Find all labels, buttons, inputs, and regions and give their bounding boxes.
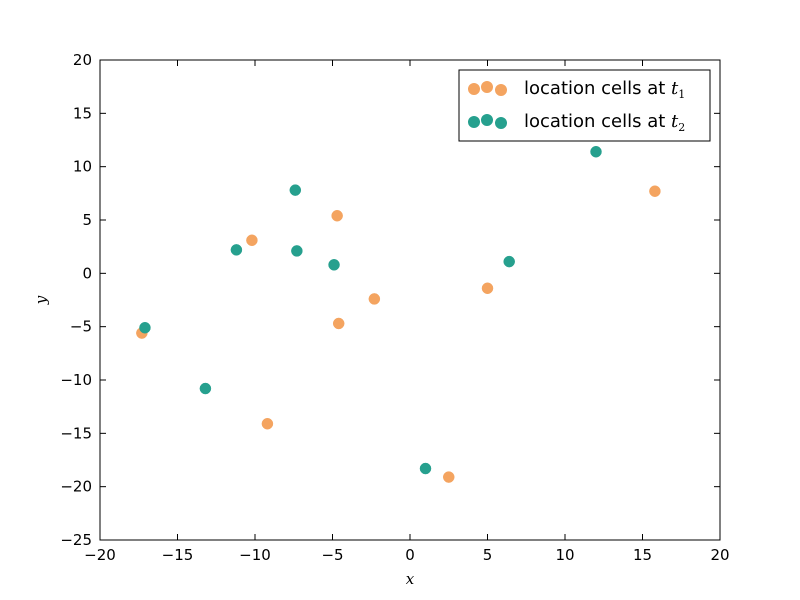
legend-marker-series-1 [468,83,480,95]
y-tick-label: −20 [60,478,92,496]
legend-entry-2-text: location cells at [524,111,671,132]
legend-marker-series-1 [495,84,507,96]
x-tick-label: 15 [633,546,652,564]
x-tick-label: 5 [483,546,493,564]
series-2-point [289,184,302,196]
y-axis-label: y [32,295,50,305]
series-2-point [328,259,340,271]
series-2-point [230,244,243,256]
y-tick-label: 10 [73,158,92,176]
x-tick-label: 10 [555,546,574,564]
series-1-point [246,234,258,247]
x-tick-label: 20 [710,546,729,564]
legend-box [458,69,711,142]
y-tick-label: 15 [73,104,92,122]
x-tick-labels: −20 −15 −10 −5 0 5 10 15 20 [84,546,729,564]
legend: location cells at t1 location cells at t… [458,69,711,142]
legend-marker-series-1 [481,81,493,93]
legend-marker-series-2 [481,114,493,126]
legend-entry-2: location cells at t2 [524,111,685,134]
series-2-point [590,145,602,158]
x-tick-label: 0 [405,546,415,564]
y-tick-label: 5 [82,211,92,229]
series-1-point [481,282,494,295]
legend-markers [468,81,507,129]
legend-entry-1: location cells at t1 [524,78,685,101]
y-tick-label: 20 [73,51,92,69]
legend-marker-series-2 [468,116,480,128]
y-tick-label: −25 [60,531,92,549]
series-2-point [419,462,432,475]
series-1-point [649,185,661,197]
legend-entry-1-symbol: t [671,78,679,99]
y-tick-label: −15 [60,424,92,442]
series-1-point [368,293,381,305]
legend-entry-2-subscript: 2 [678,121,685,134]
legend-entry-1-text: location cells at [524,78,671,99]
series-2-point [139,321,151,334]
legend-entry-2-symbol: t [671,111,679,132]
legend-entry-1-subscript: 1 [678,88,685,101]
y-tick-label: −5 [70,318,92,336]
series-1-point [261,417,274,430]
x-tick-label: −20 [84,546,116,564]
series-2-point [291,245,303,257]
legend-marker-series-2 [495,117,507,129]
x-tick-label: −5 [321,546,343,564]
series-1-point [331,209,343,222]
y-tick-label: −10 [60,371,92,389]
series-1-point [332,317,345,330]
y-tick-labels: −25 −20 −15 −10 −5 0 5 10 15 20 [60,51,92,549]
plot-frame [99,59,721,541]
y-tick-label: 0 [82,264,92,282]
series-2-point [503,255,515,268]
data-points [136,145,661,483]
series-1-point [443,471,455,483]
x-tick-label: −15 [162,546,194,564]
x-tick-label: −10 [239,546,271,564]
x-axis-label: x [406,570,415,588]
series-2-point [199,382,212,395]
